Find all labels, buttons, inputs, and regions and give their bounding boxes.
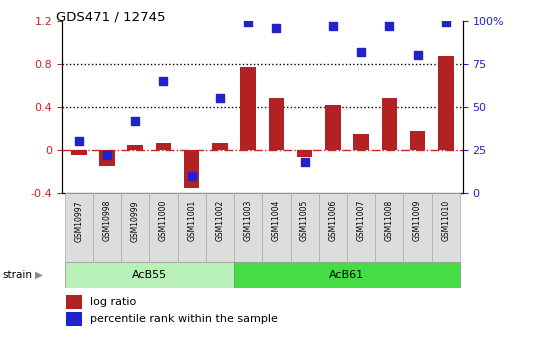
Point xyxy=(272,25,281,30)
Bar xyxy=(410,131,425,150)
Bar xyxy=(318,193,347,262)
Bar xyxy=(438,56,454,150)
Bar xyxy=(184,150,200,188)
Bar xyxy=(178,193,206,262)
Point xyxy=(357,49,365,55)
Bar xyxy=(155,142,171,150)
Text: GDS471 / 12745: GDS471 / 12745 xyxy=(56,10,166,23)
Bar xyxy=(234,262,460,288)
Text: log ratio: log ratio xyxy=(90,297,136,307)
Text: AcB55: AcB55 xyxy=(132,270,167,280)
Text: percentile rank within the sample: percentile rank within the sample xyxy=(90,314,278,324)
Bar xyxy=(353,134,369,150)
Bar xyxy=(325,105,341,150)
Point xyxy=(300,159,309,165)
Text: ▶: ▶ xyxy=(35,270,43,280)
Bar xyxy=(206,193,234,262)
Bar xyxy=(381,98,397,150)
Text: GSM11008: GSM11008 xyxy=(385,200,394,242)
Text: GSM11007: GSM11007 xyxy=(357,200,365,242)
Bar xyxy=(66,313,82,326)
Point xyxy=(244,20,252,25)
Bar xyxy=(431,193,460,262)
Bar xyxy=(291,193,318,262)
Bar xyxy=(375,193,404,262)
Text: GSM10998: GSM10998 xyxy=(103,200,111,242)
Bar xyxy=(66,295,82,309)
Bar xyxy=(128,145,143,150)
Text: GSM11002: GSM11002 xyxy=(215,200,224,242)
Point xyxy=(442,20,450,25)
Text: GSM11006: GSM11006 xyxy=(328,200,337,242)
Bar xyxy=(262,193,291,262)
Bar xyxy=(347,193,375,262)
Bar xyxy=(150,193,178,262)
Bar xyxy=(297,150,313,157)
Bar xyxy=(71,150,87,156)
Point xyxy=(159,78,168,84)
Bar xyxy=(100,150,115,166)
Bar xyxy=(121,193,150,262)
Point xyxy=(74,139,83,144)
Point xyxy=(413,52,422,58)
Bar xyxy=(268,98,284,150)
Text: GSM11010: GSM11010 xyxy=(441,200,450,242)
Text: GSM11001: GSM11001 xyxy=(187,200,196,242)
Text: GSM11004: GSM11004 xyxy=(272,200,281,242)
Bar xyxy=(65,262,234,288)
Point xyxy=(216,96,224,101)
Bar xyxy=(240,67,256,150)
Bar xyxy=(65,193,93,262)
Point xyxy=(329,23,337,29)
Text: GSM11000: GSM11000 xyxy=(159,200,168,242)
Text: GSM11009: GSM11009 xyxy=(413,200,422,242)
Text: AcB61: AcB61 xyxy=(329,270,365,280)
Bar xyxy=(93,193,121,262)
Text: GSM10997: GSM10997 xyxy=(74,200,83,242)
Text: GSM10999: GSM10999 xyxy=(131,200,140,242)
Bar xyxy=(404,193,431,262)
Point xyxy=(131,118,139,124)
Text: GSM11003: GSM11003 xyxy=(244,200,253,242)
Text: strain: strain xyxy=(3,270,33,280)
Bar xyxy=(234,193,262,262)
Point xyxy=(187,173,196,179)
Point xyxy=(385,23,394,29)
Text: GSM11005: GSM11005 xyxy=(300,200,309,242)
Bar xyxy=(212,142,228,150)
Point xyxy=(103,152,111,158)
